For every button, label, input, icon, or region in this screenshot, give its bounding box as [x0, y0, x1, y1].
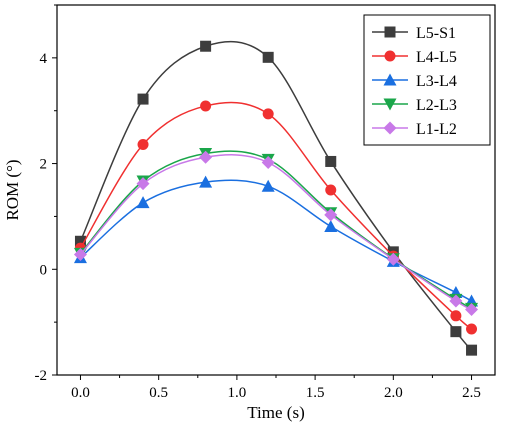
x-axis-title: Time (s) [247, 403, 304, 422]
series-layer [73, 40, 479, 356]
x-tick-label: 0.0 [71, 385, 90, 401]
data-point [466, 323, 478, 335]
legend-marker [383, 121, 397, 135]
x-tick-label: 1.0 [228, 385, 247, 401]
legend-item: L5-S1 [372, 25, 456, 42]
legend-item: L4-L5 [372, 49, 457, 66]
legend-item: L1-L2 [372, 121, 457, 138]
y-tick-label: 2 [40, 157, 48, 173]
data-point [137, 139, 149, 151]
data-point [137, 93, 149, 105]
x-tick-label: 0.5 [149, 385, 168, 401]
data-point [325, 155, 337, 167]
y-axis-title: ROM (°) [3, 159, 22, 220]
data-point [136, 177, 150, 191]
x-tick-label: 2.5 [462, 385, 481, 401]
data-point [199, 150, 213, 164]
y-tick-label: 4 [40, 51, 48, 67]
legend-marker [384, 26, 396, 38]
series-line [79, 150, 472, 310]
data-point [200, 100, 212, 112]
legend-label: L5-S1 [416, 25, 456, 42]
series-line [79, 179, 472, 302]
x-tick-label: 1.5 [306, 385, 325, 401]
data-point [450, 310, 462, 322]
legend: L5-S1 L4-L5 L3-L4 L2-L3 L1-L2 [363, 14, 491, 146]
legend-marker [383, 73, 397, 86]
y-tick-label: -2 [35, 368, 48, 384]
data-point [136, 196, 150, 209]
data-point [386, 252, 400, 266]
y-tick-label: 0 [40, 262, 48, 278]
legend-marker [383, 98, 397, 111]
legend-label: L1-L2 [416, 121, 457, 138]
legend-label: L4-L5 [416, 49, 457, 66]
data-point [324, 208, 338, 222]
series-l1-l2 [73, 150, 479, 316]
legend-item: L2-L3 [372, 97, 457, 114]
data-point [262, 51, 274, 63]
data-point [466, 344, 478, 356]
data-point [465, 302, 479, 316]
data-point [449, 294, 463, 308]
legend-marker [384, 50, 396, 62]
data-point [74, 235, 86, 247]
data-point [450, 326, 462, 338]
data-point [262, 108, 274, 120]
data-point [261, 179, 275, 192]
data-point [199, 175, 213, 188]
data-point [261, 156, 275, 170]
legend-label: L3-L4 [416, 73, 457, 90]
series-l2-l3 [73, 148, 479, 315]
data-point [325, 184, 337, 196]
x-tick-label: 2.0 [384, 385, 403, 401]
data-point [200, 40, 212, 52]
series-l3-l4 [73, 175, 479, 307]
legend-label: L2-L3 [416, 97, 457, 114]
data-point [73, 247, 87, 261]
data-point [324, 219, 338, 232]
legend-item: L3-L4 [372, 73, 457, 90]
axis-ticks: 0.0 0.5 1.0 1.5 2.0 2.5 -2 0 2 4 [35, 4, 481, 401]
